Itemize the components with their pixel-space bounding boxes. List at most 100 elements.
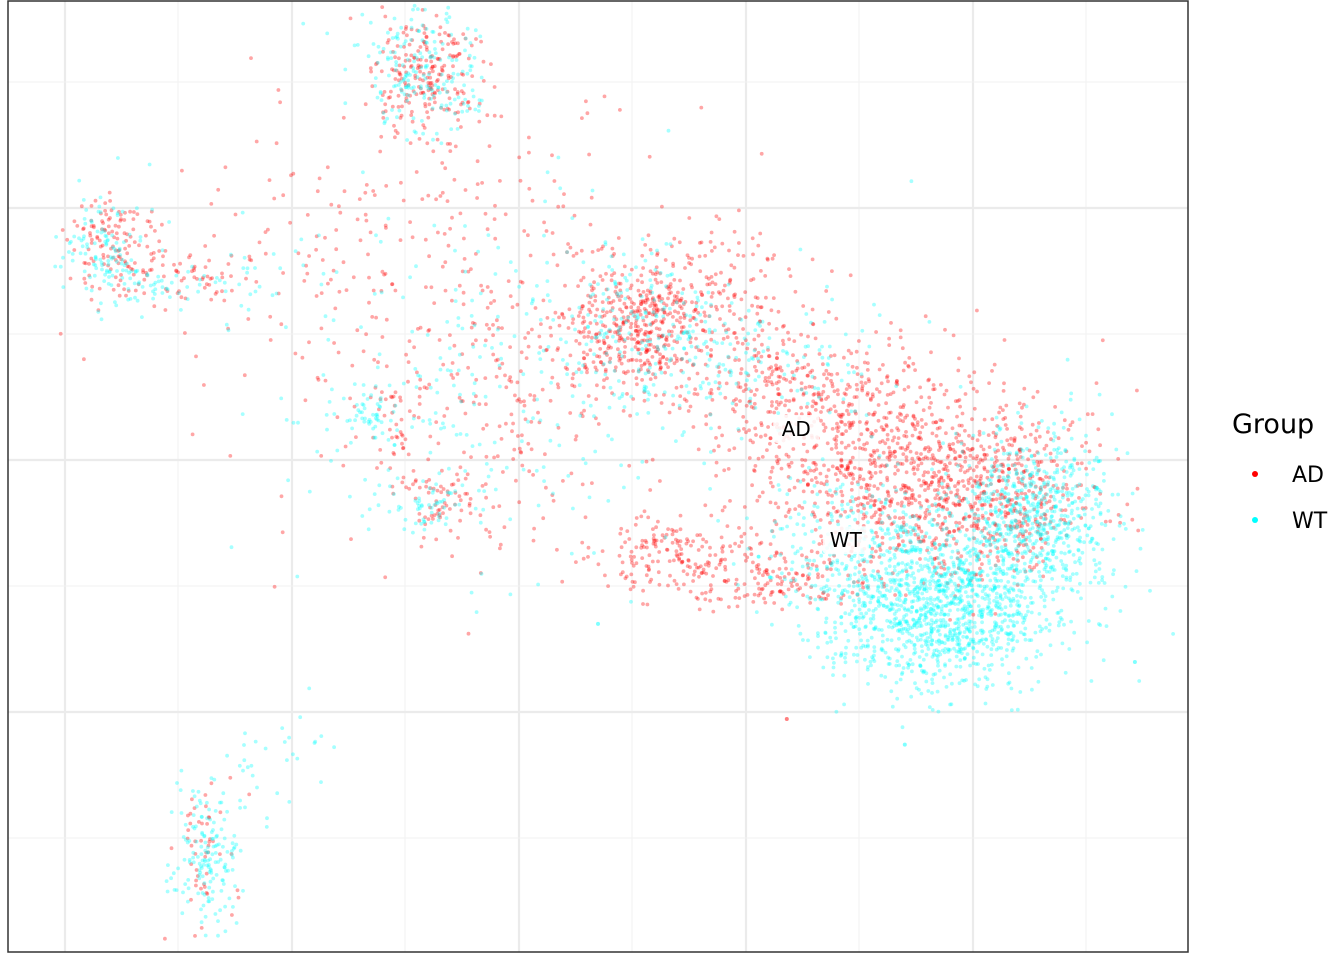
point-ad (438, 194, 443, 198)
point-wt (466, 104, 470, 108)
point-wt (989, 647, 994, 652)
point-ad (954, 436, 959, 440)
point-wt (702, 342, 706, 346)
point-ad (656, 570, 661, 575)
point-ad (1018, 414, 1023, 419)
point-ad (657, 295, 662, 299)
point-ad (879, 381, 884, 386)
point-ad (899, 487, 903, 492)
point-wt (736, 427, 741, 431)
point-ad (878, 470, 883, 474)
point-wt (115, 269, 119, 273)
point-ad (426, 193, 431, 198)
point-ad (451, 41, 456, 46)
point-wt (857, 607, 862, 612)
point-ad (151, 256, 156, 261)
point-wt (950, 570, 955, 575)
point-wt (929, 642, 934, 647)
point-wt (396, 36, 400, 41)
point-ad (673, 353, 677, 358)
point-ad (570, 321, 575, 325)
point-ad (760, 370, 765, 375)
point-ad (633, 314, 637, 319)
point-ad (68, 276, 73, 281)
point-ad (733, 358, 738, 362)
point-wt (541, 348, 546, 353)
point-wt (1067, 647, 1072, 651)
point-wt (915, 598, 920, 603)
point-ad (424, 35, 429, 40)
point-ad (426, 490, 431, 495)
point-ad (692, 309, 696, 314)
point-ad (233, 212, 238, 217)
point-ad (498, 542, 503, 547)
point-wt (463, 36, 468, 41)
point-ad (650, 301, 655, 305)
point-ad (681, 325, 686, 329)
point-wt (809, 320, 813, 325)
point-ad (613, 289, 618, 294)
point-wt (815, 606, 820, 611)
point-ad (192, 264, 197, 269)
point-ad (566, 326, 571, 330)
point-ad (727, 605, 731, 609)
point-ad (612, 252, 616, 256)
point-ad (967, 433, 971, 438)
point-wt (138, 235, 143, 239)
point-ad (707, 282, 712, 287)
point-wt (748, 396, 753, 401)
point-ad (802, 365, 807, 370)
point-ad (423, 104, 428, 109)
point-ad (716, 365, 721, 369)
point-ad (484, 402, 488, 407)
point-ad (646, 370, 651, 374)
point-ad (1044, 475, 1048, 479)
point-ad (626, 319, 631, 323)
point-wt (976, 641, 981, 645)
point-wt (795, 388, 800, 393)
point-wt (831, 656, 835, 661)
point-ad (1020, 405, 1024, 410)
point-ad (445, 199, 450, 204)
point-ad (424, 45, 429, 50)
point-ad (333, 306, 338, 311)
point-ad (199, 838, 204, 843)
point-ad (775, 461, 780, 466)
point-wt (610, 268, 615, 272)
point-ad (700, 293, 705, 297)
point-ad (580, 540, 585, 545)
point-ad (142, 277, 147, 282)
point-ad (639, 273, 644, 278)
point-ad (416, 57, 420, 62)
point-wt (842, 702, 846, 707)
point-wt (931, 620, 936, 625)
point-ad (763, 379, 767, 383)
point-ad (781, 324, 785, 329)
point-wt (1006, 642, 1011, 646)
point-ad (571, 254, 576, 258)
point-ad (1005, 427, 1009, 431)
point-wt (708, 412, 713, 417)
point-wt (987, 668, 992, 672)
point-ad (640, 299, 645, 303)
point-wt (1018, 690, 1023, 694)
point-ad (636, 332, 640, 337)
point-ad (423, 26, 428, 31)
point-wt (420, 55, 425, 59)
point-ad (769, 590, 774, 595)
point-ad (408, 93, 412, 98)
point-ad (838, 471, 843, 475)
point-ad (1100, 338, 1105, 343)
point-ad (101, 252, 106, 257)
point-ad (726, 467, 731, 471)
point-ad (887, 499, 892, 503)
point-ad (939, 475, 944, 480)
point-wt (820, 355, 825, 360)
point-ad (763, 600, 768, 605)
point-ad (767, 321, 771, 326)
point-ad (544, 348, 548, 353)
point-wt (968, 554, 973, 558)
point-ad (417, 85, 421, 89)
point-ad (456, 110, 460, 115)
point-wt (841, 397, 846, 401)
